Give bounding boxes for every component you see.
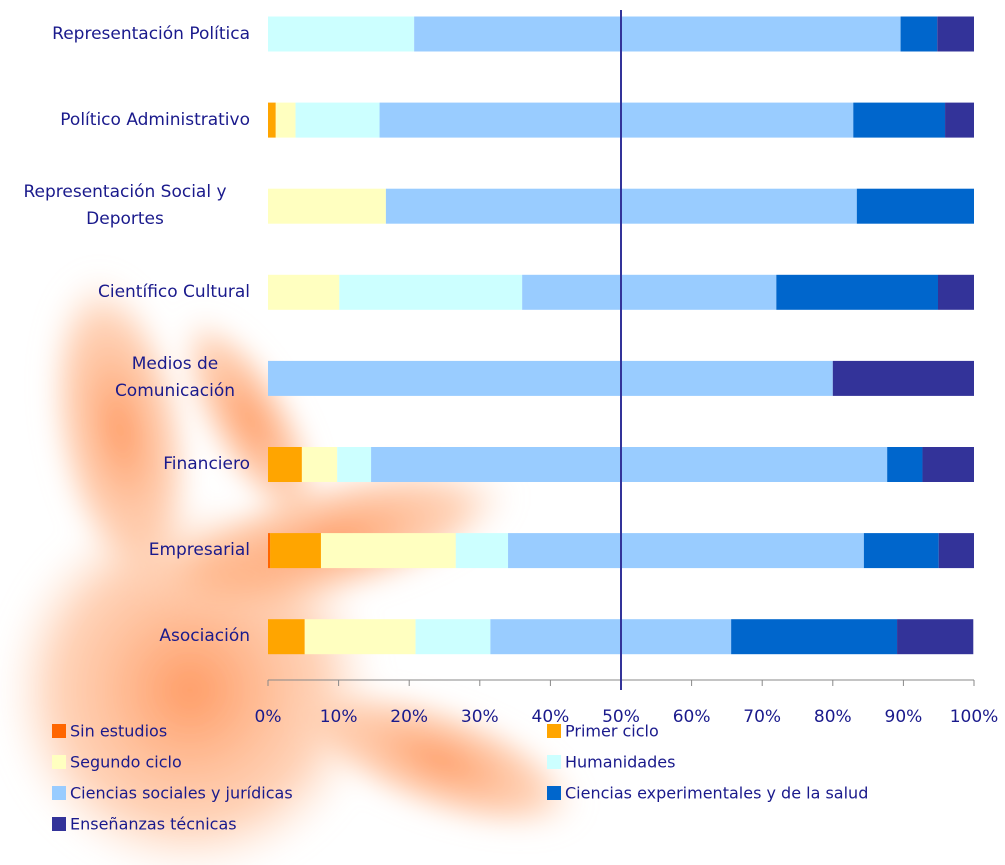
bar-segment [456,533,508,568]
bar-segment [414,17,900,52]
page: {"chart_data": {"type": "stacked-barh", … [0,0,1005,865]
bar-segment [901,17,938,52]
bar-segment [937,17,974,52]
category-label-box: Representación Política [0,4,250,64]
bar-segment [833,361,974,396]
legend-label: Humanidades [565,753,675,772]
category-label-box: Científico Cultural [0,262,250,322]
plot-area: 0%10%20%30%40%50%60%70%80%90%100% [255,10,999,727]
bar-segment [922,447,974,482]
bar-segment [321,533,456,568]
category-label: Medios de Comunicación [100,351,250,405]
bar-segment [268,275,339,310]
category-label: Empresarial [149,537,250,564]
bar-segment [380,103,854,138]
category-label-box: Empresarial [0,521,250,581]
x-tick-label: 90% [885,707,923,727]
category-label: Científico Cultural [98,279,250,306]
legend-swatch [547,755,561,769]
category-label-box: Representación Social y Deportes [0,176,250,236]
category-label-box: Asociación [0,607,250,667]
bar-segment [268,17,414,52]
legend-swatch [52,724,66,738]
category-label: Representación Política [52,21,250,48]
bar-segment [276,103,296,138]
bar-segment [270,533,321,568]
bar-segment [897,619,973,654]
category-label: Representación Social y Deportes [0,179,250,233]
bar-segment [776,275,938,310]
x-tick-label: 30% [461,707,499,727]
bar-segment [945,103,974,138]
legend-label: Ciencias experimentales y de la salud [565,784,868,803]
x-tick-label: 60% [673,707,711,727]
category-label-box: Político Administrativo [0,90,250,150]
legend-swatch [547,724,561,738]
bar-segment [939,533,974,568]
legend-label: Enseñanzas técnicas [70,815,237,834]
bar-segment [339,275,522,310]
legend-label: Primer ciclo [565,722,659,741]
bar-segment [268,533,270,568]
bar-segment [887,447,922,482]
bar-segment [268,447,302,482]
x-tick-label: 0% [255,707,282,727]
bar-segment [731,619,897,654]
legend-swatch [52,817,66,831]
x-tick-label: 10% [320,707,358,727]
legend-swatch [547,786,561,800]
category-label: Financiero [163,451,250,478]
x-tick-label: 20% [390,707,428,727]
bar-segment [337,447,371,482]
bar-segment [268,361,833,396]
category-label-box: Financiero [0,435,250,495]
legend-label: Segundo ciclo [70,753,182,772]
bar-segment [864,533,939,568]
category-label: Asociación [159,623,250,650]
bar-segment [853,103,945,138]
bar-segment [522,275,776,310]
bar-segment [268,189,386,224]
bar-segment [371,447,887,482]
bar-segment [268,619,305,654]
bar-segment [416,619,491,654]
bar-segment [302,447,337,482]
legend-label: Ciencias sociales y jurídicas [70,784,293,803]
x-tick-label: 70% [743,707,781,727]
category-label: Político Administrativo [60,107,250,134]
x-tick-label: 100% [950,707,999,727]
category-label-box: Medios de Comunicación [0,348,250,408]
legend-swatch [52,755,66,769]
legend-label: Sin estudios [70,722,167,741]
bar-segment [857,189,974,224]
bar-segment [508,533,864,568]
bar-segment [268,103,276,138]
bar-segment [490,619,731,654]
bar-segment [305,619,416,654]
x-tick-label: 80% [814,707,852,727]
bar-segment [938,275,974,310]
bar-segment [296,103,380,138]
legend-swatch [52,786,66,800]
